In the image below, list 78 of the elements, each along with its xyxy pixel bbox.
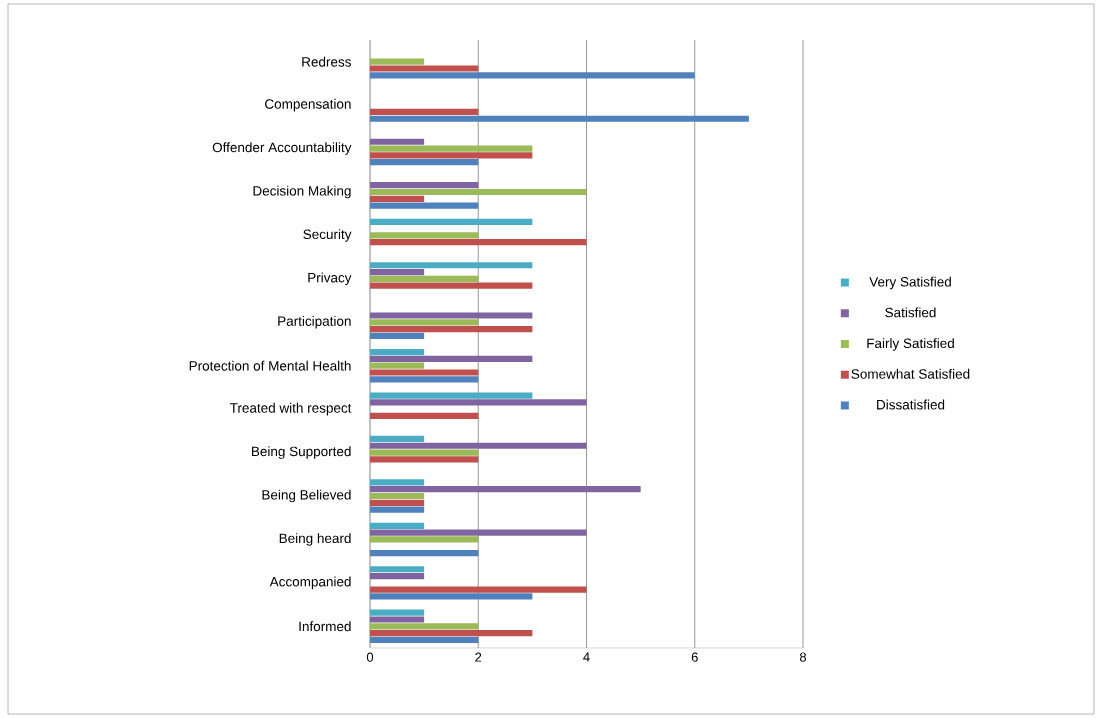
- bar: [370, 362, 425, 369]
- bar: [370, 376, 479, 383]
- bar: [370, 312, 533, 319]
- legend-label: Very Satisfied: [869, 276, 951, 290]
- legend-label: Dissatisfied: [877, 399, 945, 410]
- bar: [370, 499, 425, 506]
- y-tick-label: Privacy: [308, 272, 352, 286]
- bar: [370, 392, 533, 399]
- legend-label: Somewhat Satisfied: [851, 368, 970, 379]
- bar: [370, 58, 425, 65]
- bar: [370, 566, 425, 573]
- bar: [370, 536, 479, 543]
- y-tick-label: Security: [303, 229, 352, 242]
- bar: [370, 65, 479, 72]
- bar: [370, 262, 533, 269]
- bar: [370, 268, 425, 276]
- y-tick-label: Being heard: [279, 533, 351, 546]
- bar: [370, 586, 587, 593]
- y-tick-label: Decision Making: [253, 185, 351, 199]
- bar: [370, 319, 479, 326]
- bar: [370, 159, 479, 166]
- bar: [370, 549, 479, 557]
- bar: [370, 152, 533, 159]
- bar: [370, 506, 425, 513]
- bar: [370, 486, 641, 493]
- y-tick-label: Offender Accountability: [212, 142, 352, 155]
- bar: [370, 522, 425, 529]
- bar: [370, 115, 749, 122]
- bar: [370, 145, 533, 152]
- bar: [370, 623, 479, 630]
- bar: [370, 239, 587, 246]
- bar: [370, 399, 587, 406]
- bar: [370, 479, 425, 486]
- bar: [370, 349, 425, 356]
- bar: [370, 138, 425, 145]
- bar: [370, 449, 479, 456]
- bar: [370, 572, 425, 580]
- y-tick-label: Redress: [302, 56, 351, 67]
- x-tick-label: 0: [366, 652, 374, 662]
- bar: [370, 232, 479, 239]
- x-tick-label: 8: [799, 652, 807, 662]
- bar: [370, 202, 479, 209]
- bar: [370, 636, 479, 643]
- y-tick-label: Compensation: [265, 98, 351, 112]
- bar: [370, 325, 533, 333]
- bar: [370, 629, 533, 637]
- bar: [370, 529, 587, 536]
- y-tick-label: Being Supported: [252, 446, 351, 459]
- x-tick-label: 6: [691, 652, 698, 662]
- bar: [370, 492, 425, 500]
- bar: [370, 412, 479, 420]
- bar: [370, 369, 479, 376]
- bar: [370, 195, 425, 202]
- bar: [370, 593, 533, 600]
- x-tick-label: 4: [583, 652, 590, 662]
- bar: [370, 275, 479, 282]
- y-tick-label: Informed: [299, 621, 351, 632]
- y-tick-label: Treated with respect: [229, 402, 352, 416]
- bar: [370, 456, 479, 463]
- bar: [370, 332, 425, 339]
- bar: [370, 218, 533, 225]
- y-tick-label: Participation: [278, 315, 351, 329]
- bar: [370, 72, 695, 79]
- y-tick-label: Accompanied: [269, 576, 351, 590]
- bar: [370, 188, 587, 196]
- bar: [370, 435, 425, 443]
- bar: [370, 282, 533, 289]
- bar: [370, 616, 425, 623]
- x-tick-label: 2: [475, 652, 482, 662]
- y-tick-label: Protection of Mental Health: [189, 360, 351, 371]
- bar: [370, 609, 425, 616]
- bar: [370, 442, 587, 449]
- bar: [370, 108, 479, 116]
- y-tick-label: Being Believed: [262, 489, 351, 503]
- text: Satisfied: [885, 307, 936, 318]
- legend-label: Fairly Satisfied: [867, 338, 954, 351]
- bar: [370, 355, 533, 363]
- bar: [370, 182, 479, 189]
